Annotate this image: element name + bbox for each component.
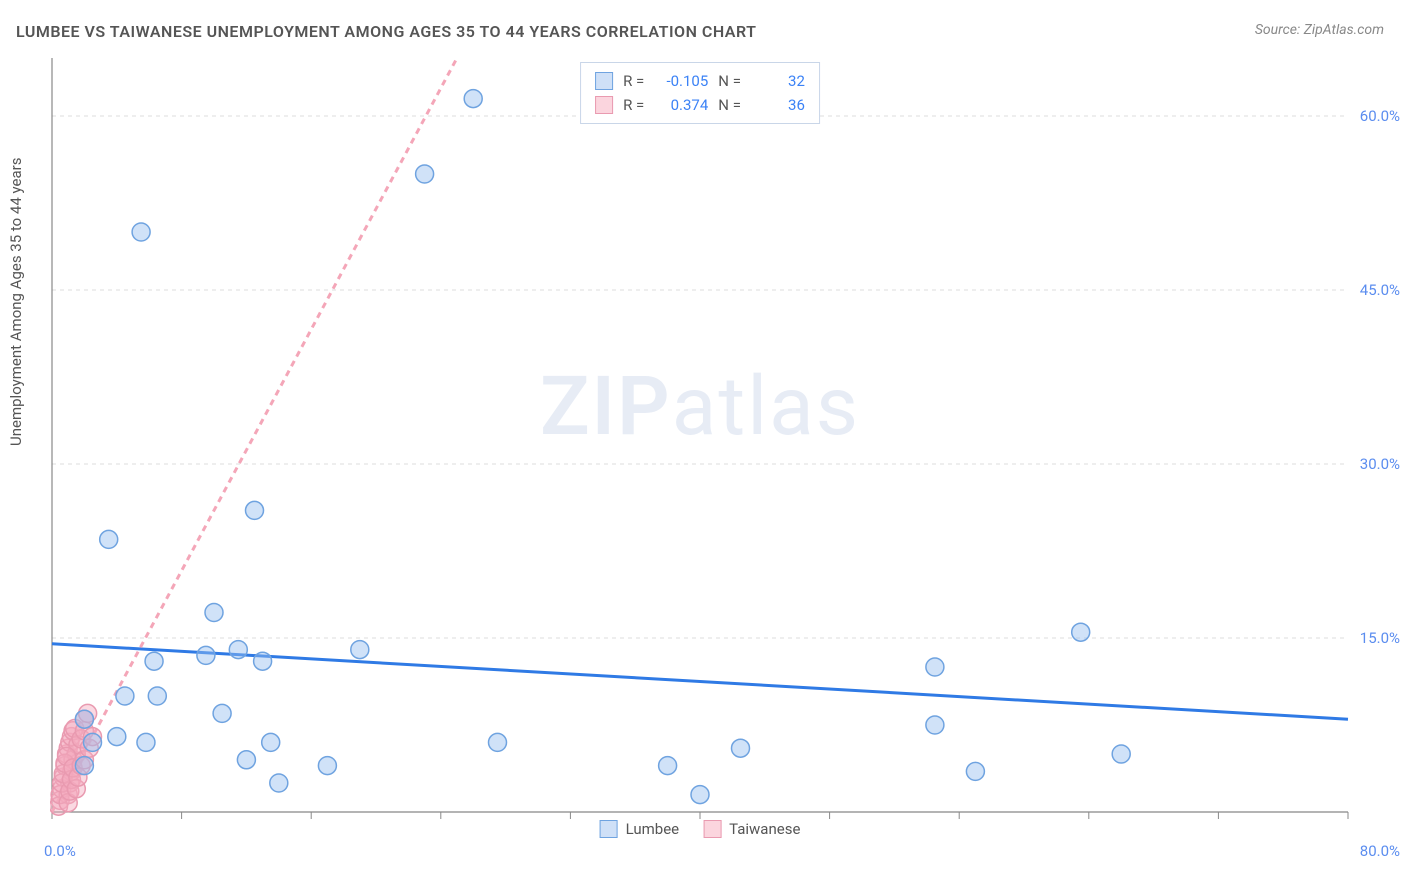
legend-item-taiwanese: Taiwanese — [703, 820, 800, 838]
legend-swatch-lumbee — [600, 820, 618, 838]
y-tick-label: 30.0% — [1360, 455, 1400, 473]
y-tick-label: 60.0% — [1360, 107, 1400, 125]
legend-item-lumbee: Lumbee — [600, 820, 680, 838]
x-max-label: 80.0% — [1360, 842, 1400, 860]
series-legend: Lumbee Taiwanese — [600, 820, 801, 838]
chart-title: LUMBEE VS TAIWANESE UNEMPLOYMENT AMONG A… — [16, 22, 757, 41]
stats-row-lumbee: R = -0.105 N = 32 — [595, 69, 805, 93]
source-attribution: Source: ZipAtlas.com — [1255, 22, 1384, 38]
scatter-chart-svg — [50, 56, 1350, 836]
swatch-taiwanese — [595, 96, 613, 114]
legend-label: Lumbee — [626, 820, 680, 838]
stats-legend: R = -0.105 N = 32 R = 0.374 N = 36 — [580, 62, 820, 124]
stats-row-taiwanese: R = 0.374 N = 36 — [595, 93, 805, 117]
y-axis-label: Unemployment Among Ages 35 to 44 years — [7, 158, 25, 446]
y-tick-label: 45.0% — [1360, 281, 1400, 299]
swatch-lumbee — [595, 72, 613, 90]
legend-label: Taiwanese — [729, 820, 800, 838]
x-origin-label: 0.0% — [44, 842, 76, 860]
legend-swatch-taiwanese — [703, 820, 721, 838]
y-tick-label: 15.0% — [1360, 629, 1400, 647]
plot-area: ZIPatlas R = -0.105 N = 32 R = 0.374 N =… — [50, 56, 1350, 836]
